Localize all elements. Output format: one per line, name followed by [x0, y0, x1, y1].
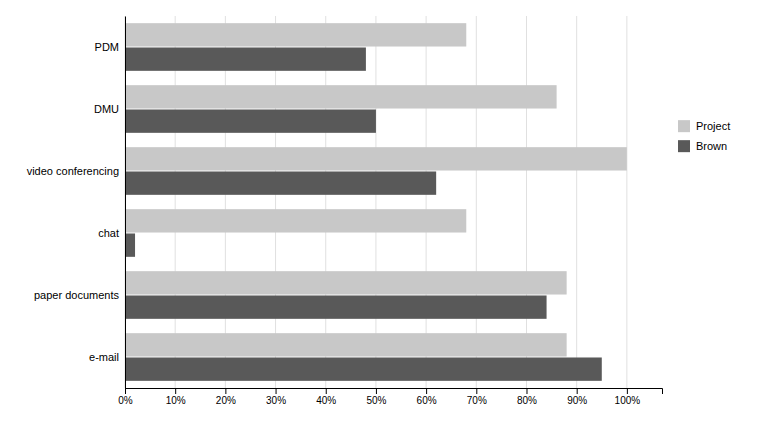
x-tick-label: 20%: [216, 395, 236, 406]
y-tick-label: chat: [98, 227, 119, 239]
x-tick: 30%: [266, 388, 286, 406]
x-axis-line: [126, 389, 663, 395]
x-tick: 100%: [615, 388, 641, 406]
x-tick-mark: [476, 388, 477, 394]
bar-series: [125, 47, 602, 380]
bar: [125, 233, 135, 256]
legend-item: Brown: [678, 140, 727, 152]
y-tick: PDM: [95, 41, 125, 53]
bar: [125, 333, 567, 356]
bar: [125, 171, 436, 194]
y-tick-label: DMU: [94, 103, 119, 115]
x-tick-label: 70%: [467, 395, 487, 406]
x-tick-label: 100%: [615, 395, 641, 406]
bars: [125, 23, 627, 381]
legend-swatch: [678, 140, 690, 152]
bar: [125, 23, 466, 46]
x-tick: 0%: [118, 388, 133, 406]
y-tick: e-mail: [89, 351, 125, 363]
grid-line: [526, 16, 527, 388]
x-tick-mark: [225, 388, 226, 394]
legend-item: Project: [678, 120, 730, 132]
x-tick-mark: [125, 388, 126, 394]
y-tick: paper documents: [34, 289, 125, 301]
y-tick: video conferencing: [27, 165, 125, 177]
legend-label: Project: [696, 120, 730, 132]
x-tick-mark: [577, 388, 578, 394]
grid: [125, 16, 627, 388]
grid-line: [175, 16, 176, 388]
y-tick: DMU: [94, 103, 125, 115]
x-tick: 60%: [417, 388, 437, 406]
grid-line: [125, 16, 126, 388]
y-tick-label: paper documents: [34, 289, 119, 301]
x-tick-label: 10%: [166, 395, 186, 406]
x-tick-mark: [627, 388, 628, 394]
y-tick-label: video conferencing: [27, 165, 119, 177]
legend-label: Brown: [696, 140, 727, 152]
x-tick-label: 40%: [316, 395, 336, 406]
y-axis: e-mail paper documents chat video conferenc…: [27, 17, 126, 389]
x-tick-mark: [426, 388, 427, 394]
grid-line: [476, 16, 477, 388]
plot: 0% 10% 20% 30% 40% 50% 60% 70% 80% 90% 100% e-mail p…: [27, 16, 663, 406]
x-tick-label: 90%: [567, 395, 587, 406]
x-axis: 0% 10% 20% 30% 40% 50% 60% 70% 80% 90% 100%: [118, 388, 662, 406]
y-axis-line: [125, 17, 126, 389]
x-tick: 40%: [316, 388, 336, 406]
x-tick: 20%: [216, 388, 236, 406]
bar: [125, 357, 602, 380]
x-tick-mark: [376, 388, 377, 394]
x-tick-label: 60%: [417, 395, 437, 406]
bar: [125, 147, 627, 170]
bar-series: [125, 23, 627, 356]
x-tick: 10%: [166, 388, 186, 406]
x-tick: 70%: [467, 388, 487, 406]
bar: [125, 47, 366, 70]
legend: Project Brown: [678, 120, 730, 152]
bar: [125, 209, 466, 232]
x-tick: 90%: [567, 388, 587, 406]
bar: [125, 85, 557, 108]
x-tick-mark: [175, 388, 176, 394]
grid-line: [275, 16, 276, 388]
x-tick-label: 0%: [118, 395, 133, 406]
x-tick-label: 30%: [266, 395, 286, 406]
bar: [125, 109, 376, 132]
x-tick: 50%: [366, 388, 386, 406]
y-tick-label: e-mail: [89, 351, 119, 363]
grid-line: [576, 16, 577, 388]
grid-line: [325, 16, 326, 388]
x-tick: 80%: [517, 388, 537, 406]
grid-line: [375, 16, 376, 388]
x-tick-label: 80%: [517, 395, 537, 406]
grid-line: [626, 16, 627, 388]
y-tick: chat: [98, 227, 125, 239]
bar: [125, 295, 547, 318]
grid-line: [426, 16, 427, 388]
y-tick-label: PDM: [95, 41, 119, 53]
x-tick-mark: [276, 388, 277, 394]
x-tick-mark: [526, 388, 527, 394]
grid-line: [225, 16, 226, 388]
legend-swatch: [678, 120, 690, 132]
bar: [125, 271, 567, 294]
x-tick-label: 50%: [366, 395, 386, 406]
chart: 0% 10% 20% 30% 40% 50% 60% 70% 80% 90% 100% e-mail p…: [0, 0, 772, 422]
x-tick-mark: [326, 388, 327, 394]
